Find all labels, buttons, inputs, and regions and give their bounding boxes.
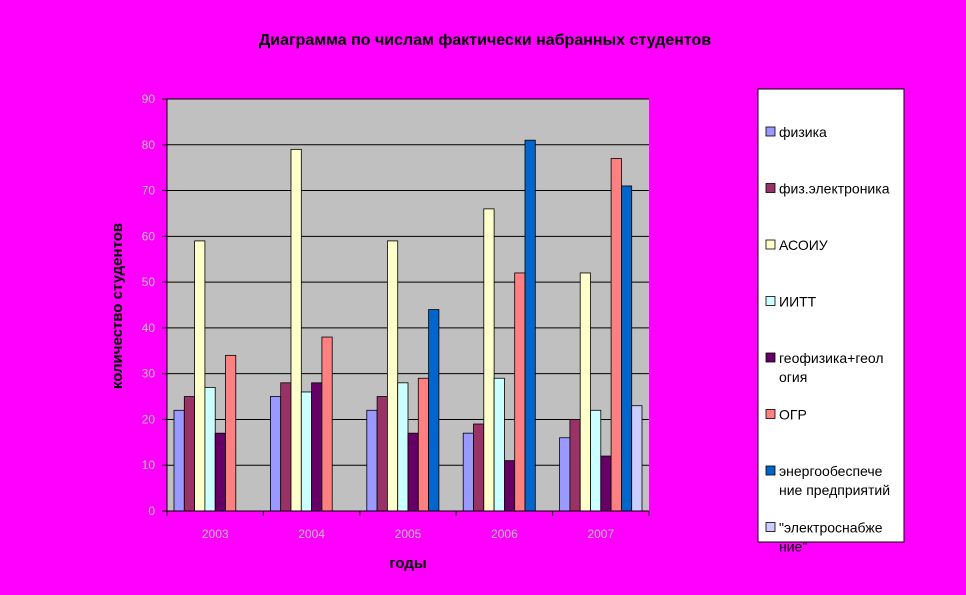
x-axis-title: годы: [389, 555, 426, 572]
legend-swatch: [765, 239, 776, 250]
legend-label: ние предприятий: [779, 482, 890, 498]
y-tick-label: 0: [148, 504, 155, 518]
y-tick-label: 20: [142, 412, 156, 426]
bar: [386, 240, 399, 512]
bar: [269, 396, 282, 512]
bar: [631, 405, 643, 512]
bar: [503, 460, 516, 512]
legend-label: геофизика+геол: [779, 350, 884, 366]
bar: [194, 240, 206, 512]
x-tick-label: 2007: [587, 527, 614, 541]
legend-swatch: [765, 296, 776, 306]
bar: [473, 423, 485, 512]
y-tick-label: 30: [142, 367, 156, 381]
bar: [173, 409, 185, 512]
y-tick-label: 80: [142, 138, 156, 152]
bar: [376, 396, 388, 512]
y-tick-label: 90: [142, 92, 156, 106]
bar: [417, 377, 429, 512]
bar: [483, 208, 495, 512]
legend-label: АСОИУ: [779, 237, 828, 253]
legend-label: ние": [779, 539, 807, 555]
legend-box: [757, 88, 905, 543]
legend-label: физика: [779, 124, 827, 140]
bar: [590, 409, 602, 512]
chart-title: Диаграмма по числам фактически набранных…: [259, 32, 711, 49]
y-axis-title: количество студентов: [109, 223, 126, 389]
bar: [428, 309, 440, 512]
bar: [579, 272, 591, 512]
y-tick-label: 70: [142, 184, 156, 198]
x-tick-label: 2003: [202, 527, 229, 541]
bar: [514, 272, 526, 512]
bar: [462, 432, 474, 512]
bar: [366, 409, 378, 512]
y-tick-label: 50: [142, 275, 156, 289]
bar: [321, 336, 333, 512]
bar: [569, 419, 581, 512]
bar: [610, 158, 622, 512]
legend-swatch: [765, 352, 776, 363]
legend-label: ИИТТ: [779, 294, 817, 310]
bars: [173, 139, 643, 512]
legend-swatch: [765, 409, 776, 419]
bar: [300, 391, 312, 512]
legend-swatch: [765, 126, 776, 137]
legend-swatch: [765, 183, 776, 193]
bar: [407, 432, 419, 512]
legend: физика физ.электроника АСОИУ ИИТТ геофизика+…: [757, 88, 905, 555]
x-tick-label: 2004: [298, 527, 325, 541]
bar: [225, 354, 237, 512]
legend-label: энергообеспече: [779, 463, 883, 479]
y-tick-label: 40: [142, 321, 156, 335]
bar: [397, 382, 409, 512]
bar: [524, 139, 536, 512]
bar: [280, 382, 292, 512]
legend-swatch: [765, 465, 776, 476]
bar: [290, 148, 302, 512]
bar: [204, 386, 216, 512]
legend-label: ОГР: [779, 407, 807, 423]
legend-label: "электроснабже: [779, 520, 883, 536]
bar: [493, 377, 505, 512]
bar: [183, 396, 196, 512]
x-tick-label: 2006: [491, 527, 518, 541]
bar: [621, 185, 633, 512]
y-tick-label: 10: [142, 458, 156, 472]
x-tick-label: 2005: [395, 527, 422, 541]
legend-label: физ.электроника: [779, 181, 890, 197]
bar: [559, 437, 571, 512]
legend-swatch: [765, 522, 776, 532]
bar: [311, 382, 323, 512]
y-tick-label: 60: [142, 229, 156, 243]
legend-label: огия: [779, 369, 807, 385]
axes: 0 10 20 30 40 50 60 70 80 90 2003 2004 2005 2006 2007: [142, 92, 650, 541]
bar: [214, 432, 226, 512]
bar: [600, 455, 612, 512]
